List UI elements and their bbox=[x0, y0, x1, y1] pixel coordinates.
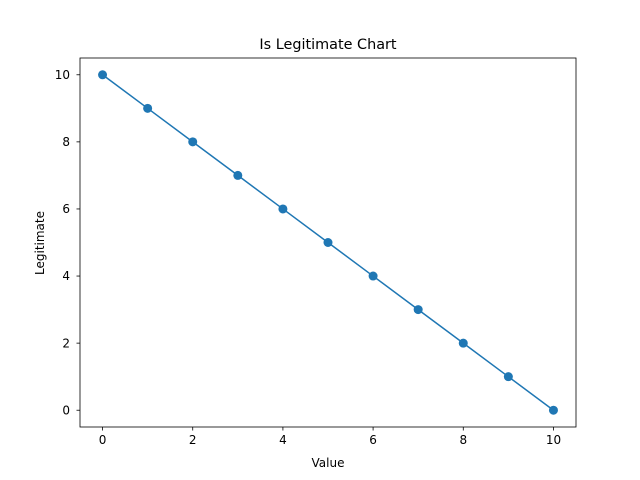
x-tick-label: 8 bbox=[459, 433, 467, 447]
data-point bbox=[548, 405, 558, 415]
data-point bbox=[323, 238, 333, 247]
x-tick-label: 2 bbox=[189, 433, 197, 447]
data-point bbox=[368, 271, 378, 281]
y-tick-label: 0 bbox=[62, 403, 70, 417]
data-point bbox=[233, 170, 243, 180]
series-layer bbox=[98, 70, 558, 415]
x-tick-label: 4 bbox=[279, 433, 287, 447]
chart-title: Is Legitimate Chart bbox=[259, 37, 397, 53]
x-tick-label: 0 bbox=[99, 433, 107, 447]
y-tick-label: 10 bbox=[55, 68, 70, 82]
x-tick-label: 10 bbox=[546, 433, 561, 447]
y-tick-label: 2 bbox=[62, 336, 70, 350]
data-point bbox=[98, 70, 108, 80]
y-tick-label: 6 bbox=[62, 202, 70, 216]
y-axis-label: Legitimate bbox=[33, 211, 47, 275]
data-point bbox=[413, 305, 423, 315]
y-tick-label: 4 bbox=[62, 269, 70, 283]
data-point bbox=[503, 372, 513, 382]
data-point bbox=[278, 204, 288, 214]
data-point bbox=[458, 338, 468, 348]
y-axis: 0 2 4 6 8 10 bbox=[55, 68, 80, 417]
x-tick-label: 6 bbox=[369, 433, 377, 447]
data-point bbox=[143, 103, 153, 113]
x-axis-label: Value bbox=[312, 456, 345, 470]
plot-area-frame bbox=[79, 57, 577, 428]
data-point bbox=[188, 137, 198, 147]
y-tick-label: 8 bbox=[62, 135, 70, 149]
x-axis: 0 2 4 6 8 10 bbox=[99, 427, 561, 447]
